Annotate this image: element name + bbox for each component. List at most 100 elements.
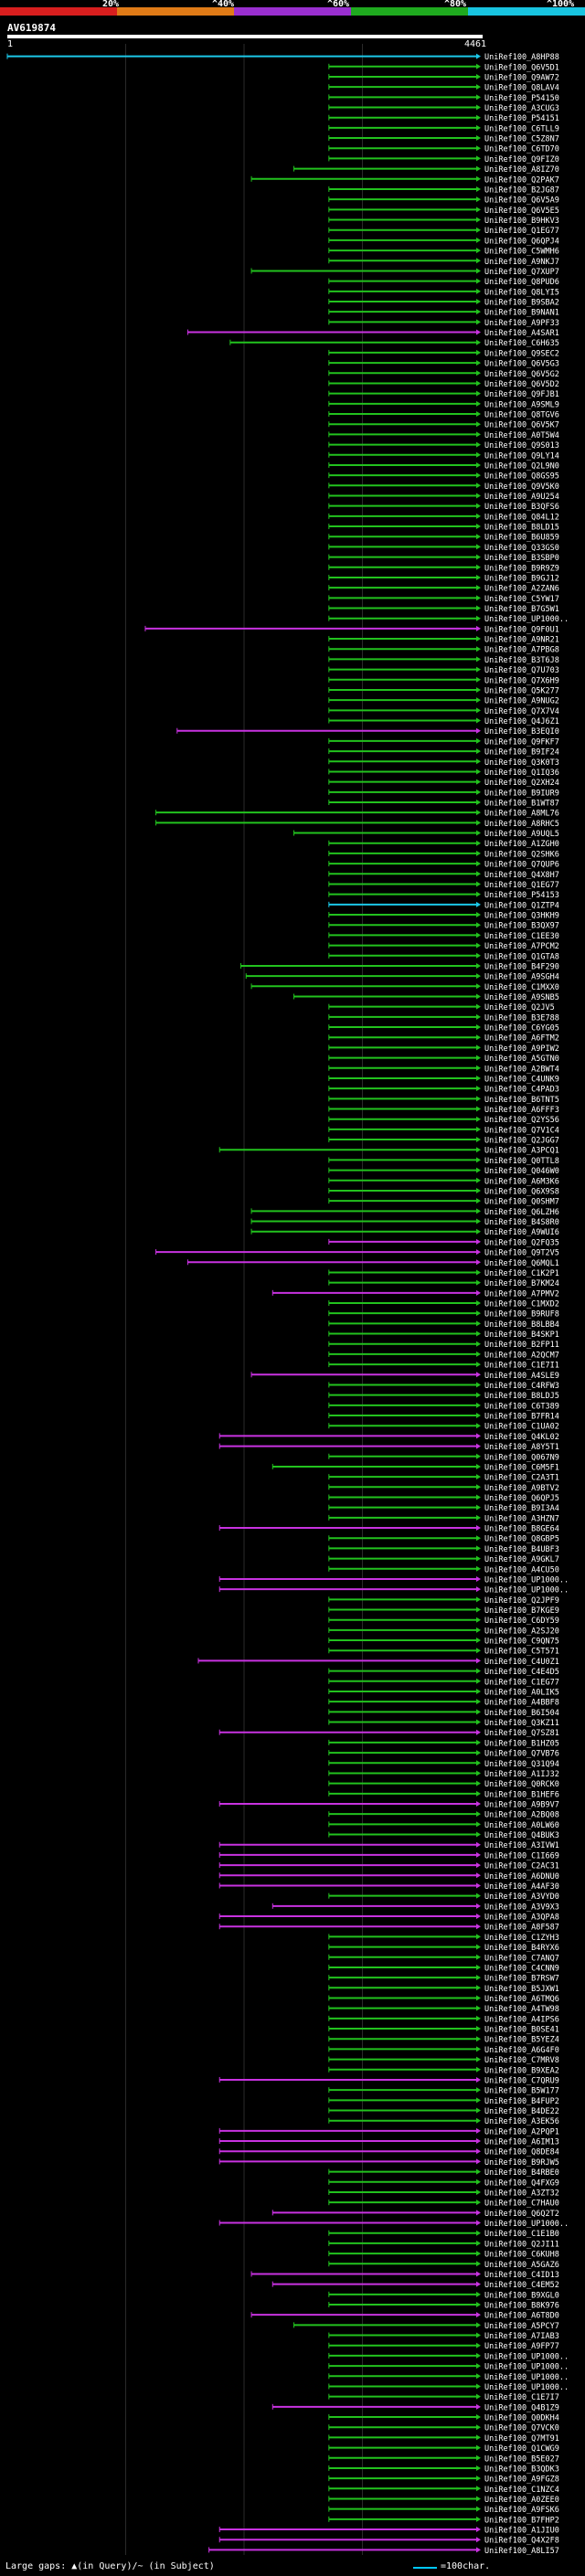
- hit-row[interactable]: UniRef100_Q9FKF7: [328, 737, 559, 747]
- hit-label[interactable]: UniRef100_A4SAR1: [484, 329, 559, 338]
- hit-label[interactable]: UniRef100_UP1000..: [484, 2373, 569, 2382]
- hit-row[interactable]: UniRef100_C1E7I7: [328, 2393, 559, 2402]
- hit-row[interactable]: UniRef100_A8LI57: [208, 2547, 559, 2556]
- hit-row[interactable]: UniRef100_A2BWT4: [328, 1065, 559, 1074]
- hit-row[interactable]: UniRef100_A3VYD0: [328, 1892, 559, 1902]
- hit-row[interactable]: UniRef100_Q0DKH4: [328, 2414, 559, 2423]
- hit-label[interactable]: UniRef100_B9NAN1: [484, 309, 559, 318]
- hit-label[interactable]: UniRef100_Q6QPJ5: [484, 1494, 559, 1503]
- hit-label[interactable]: UniRef100_B9RJW5: [484, 2158, 559, 2168]
- hit-label[interactable]: UniRef100_Q5K277: [484, 686, 559, 695]
- hit-row[interactable]: UniRef100_B4RYX6: [328, 1944, 559, 1953]
- hit-label[interactable]: UniRef100_Q6X9S8: [484, 1187, 559, 1196]
- hit-row[interactable]: UniRef100_B3QDK3: [328, 2465, 559, 2474]
- hit-label[interactable]: UniRef100_C1E7I1: [484, 1362, 559, 1371]
- hit-row[interactable]: UniRef100_A4TW98: [328, 2005, 559, 2014]
- hit-row[interactable]: UniRef100_C4PAD3: [328, 1086, 559, 1095]
- hit-label[interactable]: UniRef100_Q9F0U1: [484, 625, 559, 634]
- hit-label[interactable]: UniRef100_A2PQP1: [484, 2127, 559, 2136]
- hit-label[interactable]: UniRef100_B9GJ12: [484, 574, 559, 583]
- hit-label[interactable]: UniRef100_Q6MQL1: [484, 1259, 559, 1268]
- hit-label[interactable]: UniRef100_A3QPA8: [484, 1913, 559, 1923]
- hit-label[interactable]: UniRef100_Q1IQ36: [484, 769, 559, 778]
- hit-row[interactable]: UniRef100_A2ZAN6: [328, 585, 559, 594]
- hit-label[interactable]: UniRef100_Q9S013: [484, 441, 559, 451]
- hit-label[interactable]: UniRef100_B2FP11: [484, 1341, 559, 1350]
- hit-row[interactable]: UniRef100_C4E4D5: [328, 1668, 559, 1677]
- hit-label[interactable]: UniRef100_B9R9Z9: [484, 564, 559, 573]
- hit-label[interactable]: UniRef100_Q7QUP6: [484, 861, 559, 870]
- hit-row[interactable]: UniRef100_Q8GS95: [328, 472, 559, 482]
- hit-label[interactable]: UniRef100_A6G4F0: [484, 2046, 559, 2055]
- hit-label[interactable]: UniRef100_A3CUG3: [484, 104, 559, 113]
- hit-label[interactable]: UniRef100_B3SBP0: [484, 554, 559, 563]
- hit-label[interactable]: UniRef100_Q2PAK7: [484, 175, 559, 185]
- hit-label[interactable]: UniRef100_Q9FIZ0: [484, 155, 559, 164]
- hit-label[interactable]: UniRef100_Q9SEC2: [484, 349, 559, 358]
- hit-row[interactable]: UniRef100_B9RUF8: [328, 1310, 559, 1320]
- hit-label[interactable]: UniRef100_A8Y5T1: [484, 1443, 559, 1452]
- hit-label[interactable]: UniRef100_A9GKL7: [484, 1555, 559, 1564]
- hit-row[interactable]: UniRef100_Q9FJB1: [328, 390, 559, 399]
- hit-label[interactable]: UniRef100_Q7MT91: [484, 2434, 559, 2443]
- hit-row[interactable]: UniRef100_B9XEA2: [328, 2066, 559, 2075]
- hit-label[interactable]: UniRef100_A9NKJ7: [484, 258, 559, 267]
- hit-label[interactable]: UniRef100_B7FHP2: [484, 2516, 559, 2525]
- hit-row[interactable]: UniRef100_Q2SHK6: [328, 850, 559, 859]
- hit-label[interactable]: UniRef100_B7RSW7: [484, 1975, 559, 1984]
- hit-row[interactable]: UniRef100_Q1EG77: [328, 881, 559, 890]
- hit-label[interactable]: UniRef100_Q2SHK6: [484, 850, 559, 859]
- hit-row[interactable]: UniRef100_Q2YS56: [328, 1116, 559, 1125]
- hit-row[interactable]: UniRef100_C5YW17: [328, 595, 559, 604]
- hit-row[interactable]: UniRef100_A6DNU0: [218, 1872, 559, 1882]
- hit-label[interactable]: UniRef100_A3ZT32: [484, 2189, 559, 2198]
- hit-label[interactable]: UniRef100_Q7SZ81: [484, 1729, 559, 1738]
- hit-row[interactable]: UniRef100_C6KUH8: [328, 2251, 559, 2260]
- hit-label[interactable]: UniRef100_B5JXW1: [484, 1985, 559, 1994]
- hit-label[interactable]: UniRef100_Q2L9N0: [484, 461, 559, 471]
- hit-row[interactable]: UniRef100_A6G4F0: [328, 2046, 559, 2055]
- hit-row[interactable]: UniRef100_B8LD15: [328, 524, 559, 533]
- hit-row[interactable]: UniRef100_B9R9Z9: [328, 564, 559, 573]
- hit-label[interactable]: UniRef100_Q6QPJ4: [484, 237, 559, 246]
- hit-label[interactable]: UniRef100_C7QRU9: [484, 2076, 559, 2085]
- hit-label[interactable]: UniRef100_Q6V5E5: [484, 207, 559, 216]
- hit-row[interactable]: UniRef100_A9FGZ8: [328, 2475, 559, 2485]
- hit-row[interactable]: UniRef100_Q6V5G3: [328, 360, 559, 369]
- hit-label[interactable]: UniRef100_A1IJ32: [484, 1770, 559, 1779]
- hit-row[interactable]: UniRef100_B5JXW1: [328, 1985, 559, 1994]
- hit-row[interactable]: UniRef100_B9XGL0: [328, 2291, 559, 2300]
- hit-row[interactable]: UniRef100_Q9F0U1: [144, 625, 559, 634]
- hit-row[interactable]: UniRef100_B9SBA2: [328, 299, 559, 308]
- hit-label[interactable]: UniRef100_A9B9V7: [484, 1801, 559, 1810]
- hit-row[interactable]: UniRef100_C4RFW3: [328, 1382, 559, 1391]
- hit-label[interactable]: UniRef100_C4RFW3: [484, 1382, 559, 1391]
- hit-row[interactable]: UniRef100_C5Z8N7: [328, 135, 559, 144]
- hit-row[interactable]: UniRef100_Q4X8H7: [328, 871, 559, 880]
- hit-label[interactable]: UniRef100_Q1GTA8: [484, 952, 559, 961]
- hit-row[interactable]: UniRef100_UP1000..: [328, 2373, 569, 2382]
- hit-label[interactable]: UniRef100_B7KM24: [484, 1279, 559, 1288]
- hit-label[interactable]: UniRef100_C1MXX0: [484, 983, 559, 992]
- hit-row[interactable]: UniRef100_C6TD70: [328, 145, 559, 154]
- hit-row[interactable]: UniRef100_B9GJ12: [328, 574, 559, 583]
- hit-label[interactable]: UniRef100_UP1000..: [484, 2363, 569, 2372]
- hit-label[interactable]: UniRef100_A9SGH4: [484, 973, 559, 982]
- hit-label[interactable]: UniRef100_A5GAZ6: [484, 2261, 559, 2270]
- hit-row[interactable]: UniRef100_A6TMQ6: [328, 1995, 559, 2004]
- hit-row[interactable]: UniRef100_Q6V5A9: [328, 196, 559, 206]
- hit-label[interactable]: UniRef100_C1NZC4: [484, 2486, 559, 2495]
- hit-label[interactable]: UniRef100_Q4KL02: [484, 1433, 559, 1442]
- hit-row[interactable]: UniRef100_Q4BUK3: [328, 1831, 559, 1840]
- hit-label[interactable]: UniRef100_C7ANQ7: [484, 1954, 559, 1963]
- hit-row[interactable]: UniRef100_A2PQP1: [218, 2127, 559, 2136]
- hit-label[interactable]: UniRef100_B6U859: [484, 534, 559, 543]
- hit-row[interactable]: UniRef100_A9PF33: [328, 319, 559, 328]
- hit-row[interactable]: UniRef100_UP1000..: [218, 1575, 569, 1585]
- hit-row[interactable]: UniRef100_A8ML76: [155, 810, 559, 819]
- hit-row[interactable]: UniRef100_B5E027: [328, 2454, 559, 2464]
- hit-label[interactable]: UniRef100_Q2JPF9: [484, 1596, 559, 1606]
- hit-row[interactable]: UniRef100_A8IZ70: [293, 165, 559, 175]
- hit-label[interactable]: UniRef100_A9SNB5: [484, 993, 559, 1002]
- hit-row[interactable]: UniRef100_A7IAB3: [328, 2332, 559, 2341]
